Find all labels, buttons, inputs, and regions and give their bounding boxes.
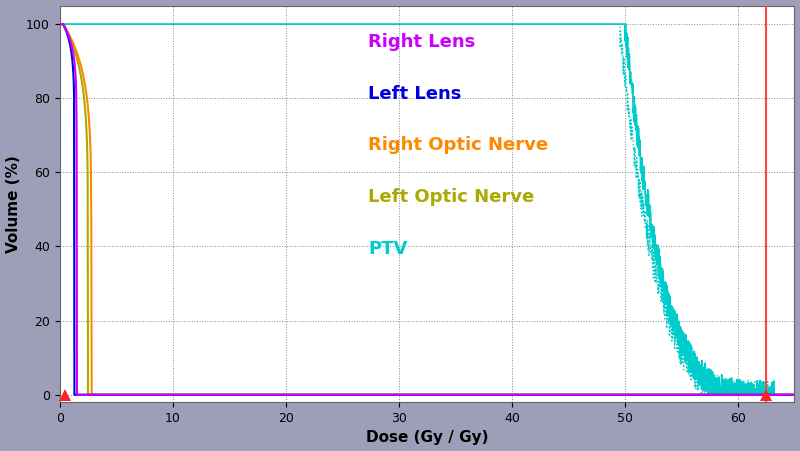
X-axis label: Dose (Gy / Gy): Dose (Gy / Gy) [366, 430, 488, 446]
Y-axis label: Volume (%): Volume (%) [6, 155, 21, 253]
Text: PTV: PTV [368, 239, 408, 258]
Text: Right Optic Nerve: Right Optic Nerve [368, 137, 549, 154]
Text: Left Lens: Left Lens [368, 85, 462, 103]
Text: Left Optic Nerve: Left Optic Nerve [368, 188, 534, 206]
Text: Right Lens: Right Lens [368, 33, 475, 51]
